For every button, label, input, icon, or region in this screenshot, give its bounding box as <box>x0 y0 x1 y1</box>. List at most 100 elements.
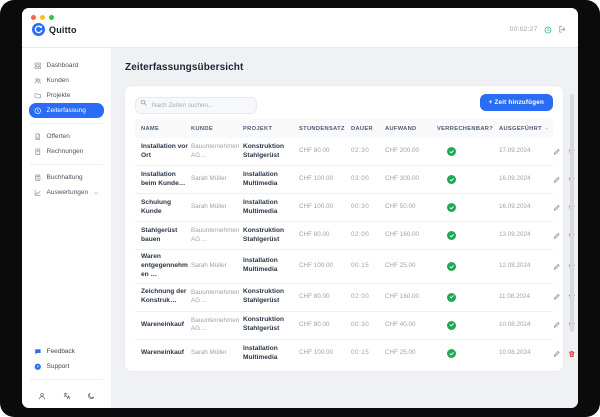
cell-dauer: 02:00 <box>351 231 370 239</box>
projects-icon <box>34 92 42 100</box>
cell-kunde: Bauunternehmen AG… <box>191 227 240 243</box>
cell-verrechenbar <box>437 175 497 184</box>
dark-mode-icon[interactable] <box>87 392 95 400</box>
brand[interactable]: Quitto <box>32 23 77 36</box>
cell-ausgefuehrt: 10.08.2024 <box>499 320 531 328</box>
scrollbar-thumb[interactable] <box>570 94 574 332</box>
column-header-verrechenbar-[interactable]: VERRECHENBAR? <box>437 126 497 132</box>
check-icon <box>447 175 456 184</box>
logout-icon[interactable] <box>558 25 567 34</box>
minimize-window-button[interactable] <box>40 15 45 20</box>
cell-verrechenbar <box>437 231 497 240</box>
add-time-button[interactable]: + Zeit hinzufügen <box>479 94 553 111</box>
cell-name: Installation beim Kunde… <box>141 170 186 187</box>
edit-button[interactable] <box>553 350 561 358</box>
edit-button[interactable] <box>553 293 561 301</box>
sidebar-item-dashboard[interactable]: Dashboard <box>29 58 104 73</box>
reports-icon <box>34 189 42 197</box>
column-header-dauer[interactable]: DAUER <box>351 126 383 132</box>
feedback-icon <box>34 348 42 356</box>
edit-button[interactable] <box>553 176 561 184</box>
sidebar-item-label: Buchhaltung <box>46 174 83 181</box>
edit-button[interactable] <box>553 148 561 156</box>
cell-ausgefuehrt: 11.08.2024 <box>499 292 531 300</box>
sidebar-item-buchhaltung[interactable]: Buchhaltung <box>29 170 104 185</box>
check-icon <box>447 231 456 240</box>
cell-dauer: 03:00 <box>351 175 370 183</box>
column-header-kunde[interactable]: KUNDE <box>191 126 241 132</box>
column-header-projekt[interactable]: PROJEKT <box>243 126 297 132</box>
edit-button[interactable] <box>553 204 561 212</box>
sidebar-footer-icons <box>29 385 104 402</box>
sidebar-item-auswertungen[interactable]: Auswertungen <box>29 185 104 200</box>
sidebar-item-support[interactable]: ? Support <box>29 359 104 374</box>
sidebar-footer-links: Feedback? Support <box>29 344 104 374</box>
cell-ausgefuehrt: 17.09.2024 <box>499 147 531 155</box>
cell-dauer: 00:30 <box>351 320 370 328</box>
window-controls <box>22 8 578 20</box>
sidebar-item-label: Dashboard <box>46 62 79 69</box>
edit-button[interactable] <box>553 321 561 329</box>
sidebar-item-projekte[interactable]: Projekte <box>29 88 104 103</box>
sidebar-item-offerten[interactable]: Offerten <box>29 129 104 144</box>
dashboard-icon <box>34 62 42 70</box>
cell-ausgefuehrt: 10.08.2024 <box>499 349 531 357</box>
search-input[interactable] <box>135 97 257 114</box>
cell-projekt: Installation Multimedia <box>243 198 278 215</box>
language-icon[interactable] <box>63 392 71 400</box>
cell-aufwand: CHF 50.00 <box>385 203 416 211</box>
check-icon <box>447 320 456 330</box>
cell-kunde: Sarah Müller <box>191 175 227 183</box>
cell-name: Stahlgerüst bauen <box>141 226 178 243</box>
column-label: DAUER <box>351 125 373 132</box>
cell-aufwand: CHF 40.00 <box>385 320 416 328</box>
sidebar-item-zeiterfassung[interactable]: Zeiterfassung <box>29 103 104 118</box>
cell-projekt: Konstruktion Stahlgerüst <box>243 316 285 333</box>
sidebar-item-label: Projekte <box>46 92 71 99</box>
cell-projekt: Installation Multimedia <box>243 344 278 361</box>
support-icon: ? <box>34 363 42 371</box>
search-icon <box>140 99 147 106</box>
close-window-button[interactable] <box>31 15 36 20</box>
time-tracking-icon <box>34 107 42 115</box>
sidebar-item-kunden[interactable]: Kunden <box>29 73 104 88</box>
table-row: Waren entgegennehmen … Sarah Müller Instal… <box>135 250 575 284</box>
edit-button[interactable] <box>553 263 561 271</box>
cell-projekt: Konstruktion Stahlgerüst <box>243 226 285 243</box>
quitto-logo-icon <box>32 23 45 36</box>
column-header-aufwand[interactable]: AUFWAND <box>385 126 435 132</box>
profile-icon[interactable] <box>38 392 46 400</box>
column-header-name[interactable]: NAME <box>141 126 189 132</box>
column-header-stundensatz[interactable]: STUNDENSATZ <box>299 126 349 132</box>
cell-dauer: 02:30 <box>351 147 370 155</box>
cell-projekt: Konstruktion Stahlgerüst <box>243 288 285 305</box>
cell-verrechenbar <box>437 320 497 330</box>
cell-name: Wareneinkauf <box>141 349 184 357</box>
offers-icon <box>34 133 42 141</box>
sidebar-item-rechnungen[interactable]: Rechnungen <box>29 144 104 159</box>
cell-aufwand: CHF 160.00 <box>385 292 419 300</box>
delete-button[interactable] <box>568 350 576 358</box>
chevron-down-icon[interactable] <box>93 190 99 196</box>
cell-aufwand: CHF 25.00 <box>385 262 416 270</box>
sidebar-item-feedback[interactable]: Feedback <box>29 344 104 359</box>
column-header-ausgeführt[interactable]: AUSGEFÜHRT <box>499 126 551 132</box>
edit-button[interactable] <box>553 232 561 240</box>
check-icon <box>447 349 456 359</box>
cell-projekt: Installation Multimedia <box>243 257 278 274</box>
sidebar-item-label: Kunden <box>46 77 69 84</box>
cell-verrechenbar <box>437 203 497 212</box>
check-icon <box>447 203 456 212</box>
sidebar-nav: Dashboard Kunden Projekte Zeiterfassung Offe… <box>29 58 104 200</box>
cell-stundensatz: CHF 80.00 <box>299 231 330 239</box>
cell-verrechenbar <box>437 292 497 302</box>
maximize-window-button[interactable] <box>49 15 54 20</box>
table-header: NAME KUNDE PROJEKT STUNDENSATZ DAUER AUFWAND V… <box>135 119 553 138</box>
column-label: KUNDE <box>191 125 213 132</box>
cell-dauer: 00:30 <box>351 203 370 211</box>
timer-clock-icon[interactable] <box>544 26 552 34</box>
table-row: Installation vor Ort Bauunternehmen AG… Ko… <box>135 138 575 166</box>
svg-text:?: ? <box>37 364 40 369</box>
table-row: Schulung Kunde Sarah Müller Installation M… <box>135 194 575 222</box>
table-row: Installation beim Kunde… Sarah Müller Inst… <box>135 166 575 194</box>
